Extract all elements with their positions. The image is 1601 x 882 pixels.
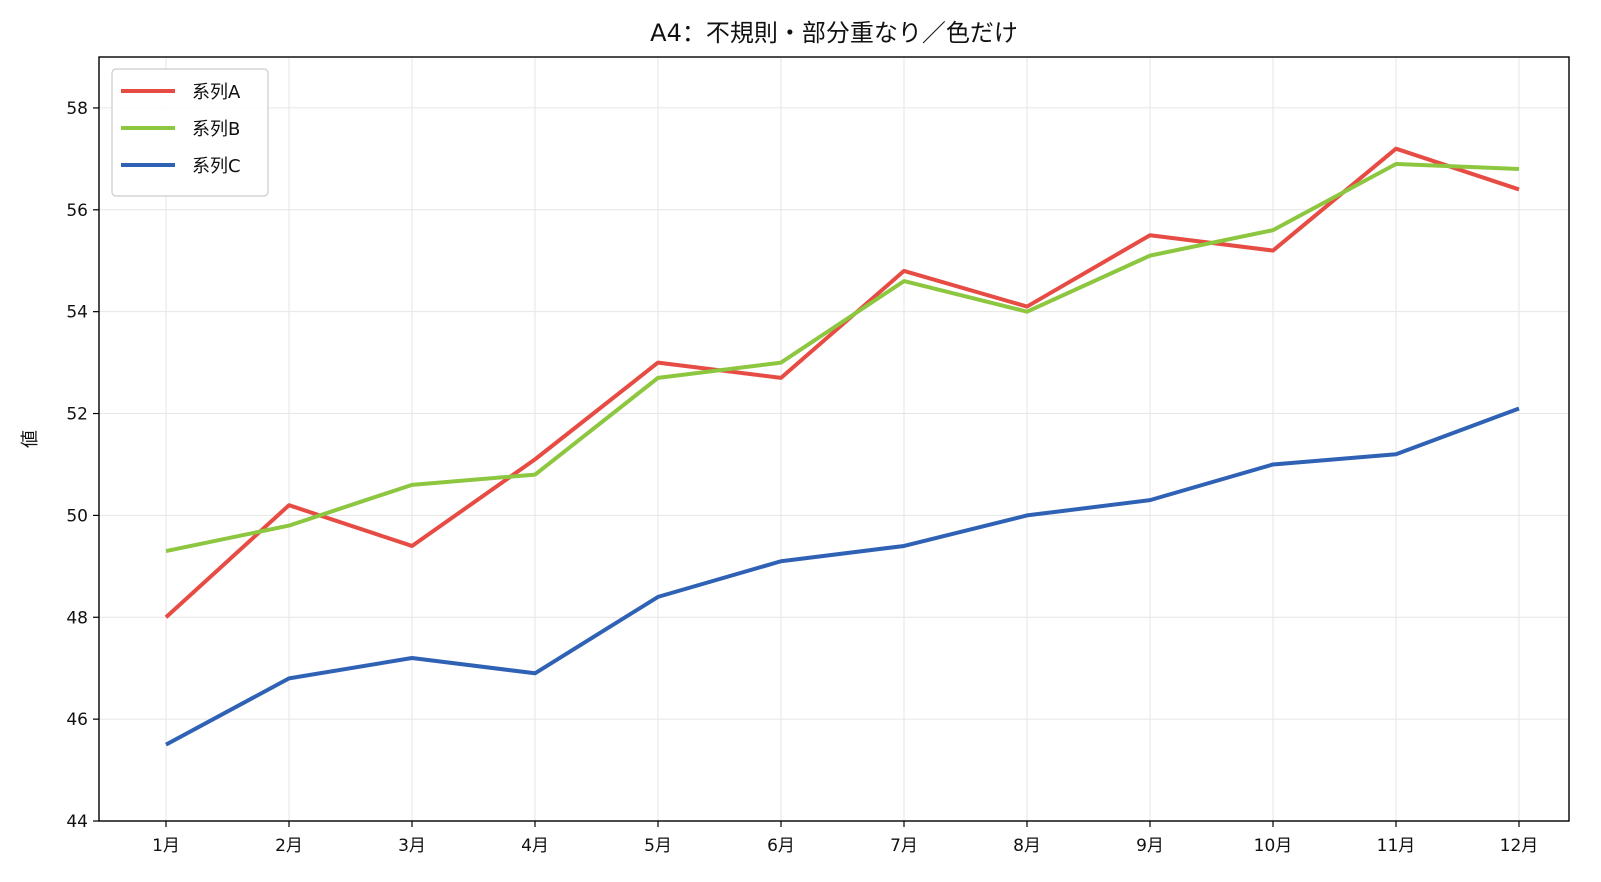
x-tick-label: 8月	[1013, 836, 1041, 856]
y-tick-label: 56	[66, 201, 88, 221]
y-axis: 44 46 48 50 52 54 56 58	[66, 99, 99, 832]
x-tick-label: 3月	[398, 836, 426, 856]
legend: 系列A 系列B 系列C	[111, 68, 269, 197]
series-line-1	[164, 146, 1520, 619]
y-tick-label: 44	[66, 812, 88, 832]
series-lines	[164, 146, 1520, 747]
plot-frame	[98, 56, 1570, 822]
x-tick-label: 1月	[152, 836, 180, 856]
x-tick-label: 4月	[521, 836, 549, 856]
y-tick-label: 54	[66, 303, 88, 323]
x-tick-label: 12月	[1500, 836, 1539, 856]
x-tick-label: 7月	[890, 836, 918, 856]
chart-title: A4：不規則・部分重なり／色だけ	[650, 19, 1018, 47]
y-tick-label: 48	[66, 608, 88, 628]
legend-label-2: 系列B	[192, 119, 240, 140]
legend-label-1: 系列A	[192, 82, 241, 103]
grid	[99, 57, 1569, 822]
x-tick-label: 9月	[1136, 836, 1164, 856]
x-tick-label: 2月	[275, 836, 303, 856]
x-tick-label: 5月	[644, 836, 672, 856]
x-tick-label: 6月	[767, 836, 795, 856]
y-axis-label: 値	[20, 430, 41, 448]
series-line-2	[165, 161, 1520, 554]
legend-box	[111, 68, 269, 197]
y-tick-label: 58	[66, 99, 88, 119]
legend-label-3: 系列C	[192, 156, 241, 177]
x-axis: 1月 2月 3月 4月 5月 6月 7月 8月 9月 10月 11月 12月	[152, 821, 1538, 856]
y-tick-label: 50	[66, 506, 88, 526]
x-tick-label: 10月	[1254, 836, 1293, 856]
y-tick-label: 46	[66, 710, 88, 730]
series-line-3	[165, 406, 1520, 747]
y-tick-label: 52	[66, 405, 88, 425]
x-tick-label: 11月	[1377, 836, 1416, 856]
